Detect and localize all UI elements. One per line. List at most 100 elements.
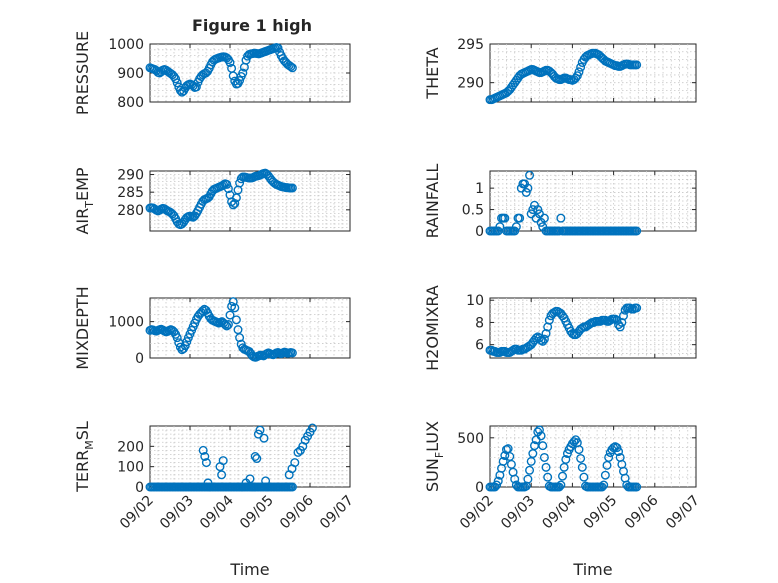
y-axis-label-rest: LUX [423,421,442,452]
data-point [220,320,230,330]
series-markers [485,170,642,236]
data-point [533,205,543,215]
data-point [579,472,589,482]
y-tick-label: 100 [117,460,144,476]
y-tick-label: 0 [475,480,484,496]
data-point [225,310,235,320]
data-point [515,213,525,223]
data-point [618,311,628,321]
y-tick-label: 500 [457,431,484,447]
data-point [228,297,238,307]
y-axis-label: MIXDEPTH [73,286,92,369]
series-markers [145,297,297,362]
data-point [205,482,215,492]
data-point [263,482,273,492]
data-point [223,320,233,330]
data-point [510,226,520,236]
series-markers [145,168,297,230]
y-axis-label-main: SUN [423,458,442,492]
data-point [175,85,185,95]
y-axis-label-sub: F [433,452,446,458]
data-point [614,447,624,457]
x-axis-label: Time [229,560,269,579]
data-point [273,43,283,53]
y-tick-label: 900 [117,66,144,82]
data-point [554,482,564,492]
data-point [498,456,508,466]
data-point [259,433,269,443]
y-axis-label-main: AIR [73,208,92,235]
data-point [222,321,232,331]
series-markers [145,423,317,492]
data-point [225,58,235,68]
y-axis-label-rest: EMP [73,167,92,201]
data-point [534,425,544,435]
data-point [286,62,296,72]
data-point [632,226,642,236]
data-point [230,303,240,313]
data-point [523,474,533,484]
data-point [495,222,505,232]
series-markers [145,42,297,97]
y-tick-label: 0.5 [462,203,484,219]
data-point [500,213,510,223]
data-point [287,63,297,73]
data-point [500,451,510,461]
y-tick-label: 10 [466,293,484,309]
y-axis-label-sub: T [83,201,96,209]
data-point [287,348,297,358]
data-point [235,76,245,86]
axes-box [149,425,351,488]
data-point [290,458,300,468]
data-point [525,170,535,180]
data-point [231,315,241,325]
y-tick-label: 290 [117,168,144,184]
data-point [523,183,533,193]
data-point [201,458,211,468]
data-point [255,425,265,435]
data-point [218,456,228,466]
data-point [632,60,642,70]
data-point [525,465,535,475]
data-point [180,341,190,351]
data-point [222,179,232,189]
data-point [597,482,607,492]
y-axis-label: AIRTEMP [73,167,96,234]
y-axis-label: THETA [423,47,442,99]
data-point [245,474,255,484]
y-tick-label: 1000 [108,37,144,53]
data-point [576,453,586,463]
subplot-2: 290 295 THETA [423,37,697,105]
data-point [521,187,531,197]
y-tick-label: 1000 [108,315,144,331]
data-point [538,336,548,346]
y-axis-label-rest: SL [73,421,92,440]
data-point [198,445,208,455]
subplot-4: 0 0.5 1 RAINFALL [423,164,697,240]
y-tick-label: 0 [475,224,484,240]
y-axis-label: PRESSURE [73,31,92,115]
y-tick-label: 295 [457,37,484,53]
y-tick-label: 800 [117,95,144,111]
y-axis-label-sub: M [83,440,96,450]
data-point [223,184,233,194]
y-axis-label-main: TERR [73,450,92,493]
data-point [252,454,262,464]
axes-box [489,425,697,488]
data-point [556,480,566,490]
data-point [247,482,257,492]
data-point [538,441,548,451]
data-point [600,470,610,480]
subplot-6: 6 8 10 H2OMIXRA [423,285,697,371]
data-point [574,445,584,455]
data-point [235,333,245,343]
y-tick-label: 1 [475,181,484,197]
data-point [528,205,538,215]
data-point [172,78,182,88]
data-point [238,68,248,78]
y-tick-label: 8 [475,315,484,331]
data-point [543,472,553,482]
data-point [536,431,546,441]
